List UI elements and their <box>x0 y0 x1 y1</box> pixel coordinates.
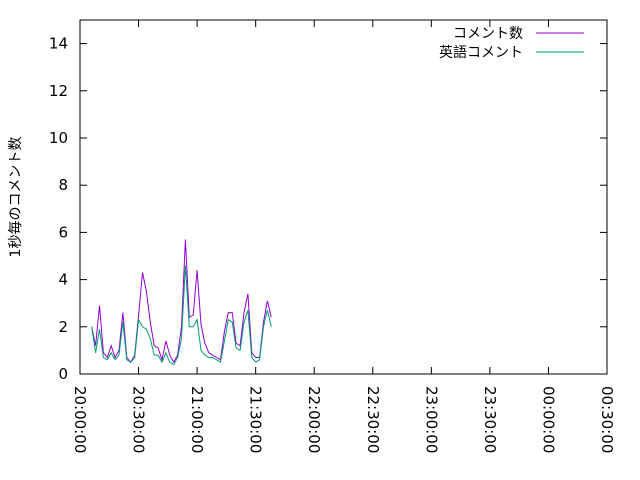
x-tick-label: 22:30:00 <box>364 386 382 453</box>
x-tick-label: 22:00:00 <box>305 386 323 453</box>
y-axis-title: 1秒毎のコメント数 <box>8 137 24 258</box>
y-tick-label: 2 <box>58 318 68 336</box>
x-tick-label: 23:00:00 <box>422 386 440 453</box>
y-tick-label: 0 <box>58 365 68 383</box>
series-line-2 <box>91 265 272 366</box>
x-tick-labels: 20:00:00 20:30:00 21:00:00 21:30:00 22:00:00… <box>71 386 616 453</box>
y-tick-labels: 0 2 4 6 8 10 12 14 <box>49 35 68 383</box>
legend-label-2: 英語コメント <box>439 44 523 61</box>
x-tick-label: 20:30:00 <box>130 386 148 453</box>
x-tick-label: 00:30:00 <box>598 386 616 453</box>
series-line-1 <box>91 239 272 364</box>
x-tick-label: 20:00:00 <box>71 386 89 453</box>
y-tick-label: 8 <box>58 176 68 194</box>
x-tick-label: 23:30:00 <box>481 386 499 453</box>
y-tick-label: 14 <box>49 35 68 53</box>
y-tick-label: 4 <box>58 271 68 289</box>
y-tick-label: 6 <box>58 223 68 241</box>
plot-frame <box>79 19 608 375</box>
x-tick-label: 21:00:00 <box>188 386 206 453</box>
y-tick-label: 10 <box>49 129 68 147</box>
legend-label-1: コメント数 <box>453 26 523 42</box>
x-tick-label: 00:00:00 <box>539 386 557 453</box>
x-tick-label: 21:30:00 <box>247 386 265 453</box>
y-tick-label: 12 <box>49 82 68 100</box>
